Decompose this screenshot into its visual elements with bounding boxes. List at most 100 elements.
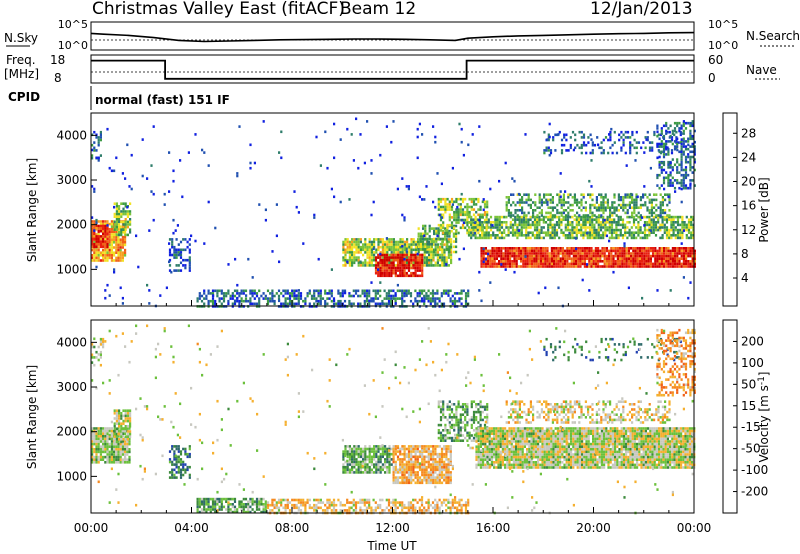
- heatmap-cell: [284, 297, 287, 300]
- heatmap-cell: [559, 260, 562, 263]
- heatmap-cell: [599, 215, 603, 219]
- heatmap-cell: [346, 127, 349, 131]
- heatmap-cell: [120, 412, 123, 415]
- heatmap-cell: [502, 265, 505, 268]
- heatmap-cell: [361, 292, 364, 295]
- heatmap-cell: [117, 448, 120, 451]
- heatmap-cell: [286, 501, 289, 504]
- heatmap-cell: [399, 274, 402, 278]
- heatmap-cell: [607, 151, 610, 155]
- heatmap-cell: [638, 260, 641, 263]
- heatmap-cell: [106, 229, 109, 233]
- heatmap-cell: [425, 261, 428, 265]
- heatmap-cell: [451, 294, 454, 298]
- heatmap-cell: [507, 231, 510, 234]
- heatmap-cell: [113, 412, 116, 415]
- heatmap-cell: [555, 231, 559, 234]
- heatmap-cell: [680, 155, 683, 159]
- heatmap-cell: [175, 476, 178, 479]
- heatmap-cell: [97, 136, 100, 139]
- heatmap-cell: [233, 500, 237, 503]
- heatmap-cell: [531, 247, 534, 250]
- heatmap-cell: [591, 141, 594, 144]
- heatmap-cell: [581, 278, 584, 282]
- heatmap-cell: [355, 248, 358, 252]
- heatmap-cell: [165, 286, 168, 290]
- heatmap-cell: [129, 422, 132, 425]
- heatmap-cell: [353, 251, 356, 254]
- heatmap-cell: [372, 299, 375, 303]
- heatmap-cell: [110, 440, 113, 443]
- heatmap-cell: [363, 302, 366, 306]
- heatmap-cell: [577, 223, 581, 227]
- heatmap-cell: [502, 260, 505, 263]
- heatmap-cell: [264, 508, 267, 511]
- heatmap-cell: [517, 265, 520, 268]
- heatmap-cell: [590, 138, 593, 141]
- heatmap-cell: [684, 168, 688, 172]
- heatmap-cell: [470, 200, 473, 204]
- heatmap-cell: [514, 234, 517, 237]
- heatmap-cell: [666, 130, 669, 134]
- heatmap-cell: [218, 297, 221, 300]
- heatmap-cell: [610, 223, 614, 227]
- power-colorbar-label: Power [dB]: [757, 177, 771, 242]
- heatmap-cell: [351, 238, 354, 241]
- heatmap-cell: [693, 249, 696, 253]
- heatmap-cell: [485, 234, 488, 237]
- heatmap-cell: [575, 234, 578, 237]
- heatmap-cell: [379, 153, 382, 157]
- heatmap-cell: [635, 203, 638, 207]
- heatmap-cell: [406, 243, 409, 246]
- heatmap-cell: [660, 265, 663, 268]
- heatmap-cell: [498, 265, 501, 268]
- heatmap-cell: [122, 231, 125, 234]
- heatmap-cell: [579, 260, 582, 263]
- heatmap-cell: [273, 503, 276, 507]
- heatmap-cell: [474, 223, 477, 227]
- heatmap-cell: [352, 289, 355, 293]
- heatmap-cell: [106, 461, 109, 464]
- heatmap-cell: [551, 214, 554, 217]
- heatmap-cell: [595, 215, 598, 219]
- heatmap-cell: [624, 206, 627, 209]
- heatmap-cell: [443, 248, 446, 252]
- heatmap-cell: [536, 226, 539, 229]
- heatmap-cell: [95, 240, 98, 243]
- heatmap-cell: [450, 251, 453, 254]
- heatmap-cell: [225, 294, 228, 298]
- heatmap-cell: [364, 243, 367, 246]
- heatmap-cell: [647, 252, 650, 255]
- heatmap-cell: [172, 231, 175, 235]
- heatmap-cell: [435, 227, 438, 230]
- heatmap-cell: [330, 187, 333, 191]
- heatmap-cell: [624, 228, 627, 232]
- heatmap-cell: [555, 265, 558, 268]
- heatmap-cell: [374, 266, 378, 270]
- heatmap-cell: [99, 229, 102, 233]
- heatmap-cell: [510, 214, 513, 217]
- heatmap-cell: [548, 122, 551, 126]
- heatmap-cell: [104, 442, 107, 446]
- heatmap-cell: [559, 247, 562, 250]
- heatmap-cell: [658, 155, 661, 159]
- heatmap-cell: [102, 242, 105, 246]
- heatmap-cell: [615, 226, 618, 229]
- nsky-tick-bottom: 10^0: [58, 39, 88, 52]
- heatmap-cell: [118, 409, 121, 412]
- heatmap-cell: [566, 262, 569, 266]
- heatmap-cell: [668, 231, 671, 234]
- heatmap-cell: [106, 429, 109, 433]
- heatmap-cell: [586, 263, 589, 266]
- heatmap-cell: [602, 221, 605, 224]
- heatmap-cell: [681, 218, 684, 221]
- heatmap-cell: [546, 203, 549, 206]
- heatmap-cell: [674, 236, 677, 240]
- heatmap-cell: [429, 292, 432, 295]
- heatmap-cell: [500, 247, 503, 250]
- heatmap-cell: [97, 440, 100, 443]
- heatmap-cell: [588, 179, 591, 183]
- heatmap-cell: [542, 218, 545, 221]
- heatmap-cell: [177, 269, 180, 272]
- heatmap-cell: [468, 213, 471, 217]
